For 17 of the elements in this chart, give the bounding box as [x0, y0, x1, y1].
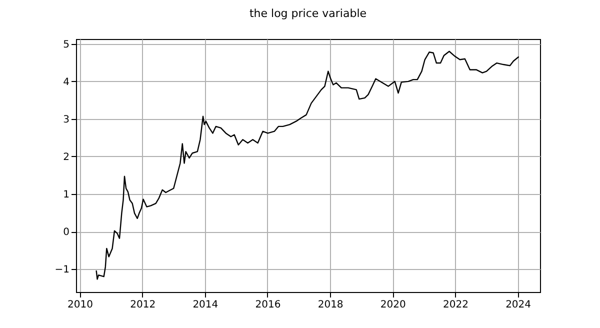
x-tick-label: 2020 [380, 300, 406, 310]
x-tick-label: 2014 [192, 300, 218, 310]
y-tick-label: −1 [54, 264, 70, 276]
y-tick-label: 5 [63, 39, 70, 50]
y-tick-label: 2 [63, 152, 70, 163]
y-tick-label: 1 [63, 190, 70, 201]
line-series [96, 50, 520, 280]
x-tick-label: 2016 [255, 300, 281, 310]
x-tick-label: 2010 [68, 300, 93, 310]
x-tick-label: 2022 [442, 300, 468, 310]
x-tick-label: 2012 [130, 300, 156, 310]
x-tick-label: 2018 [318, 300, 344, 310]
y-tick-label: 0 [63, 227, 70, 238]
y-tick-label: 3 [63, 114, 70, 126]
y-tick-label: 4 [63, 76, 70, 88]
chart-title: the log price variable [249, 6, 367, 20]
x-tick-label: 2024 [506, 300, 532, 310]
